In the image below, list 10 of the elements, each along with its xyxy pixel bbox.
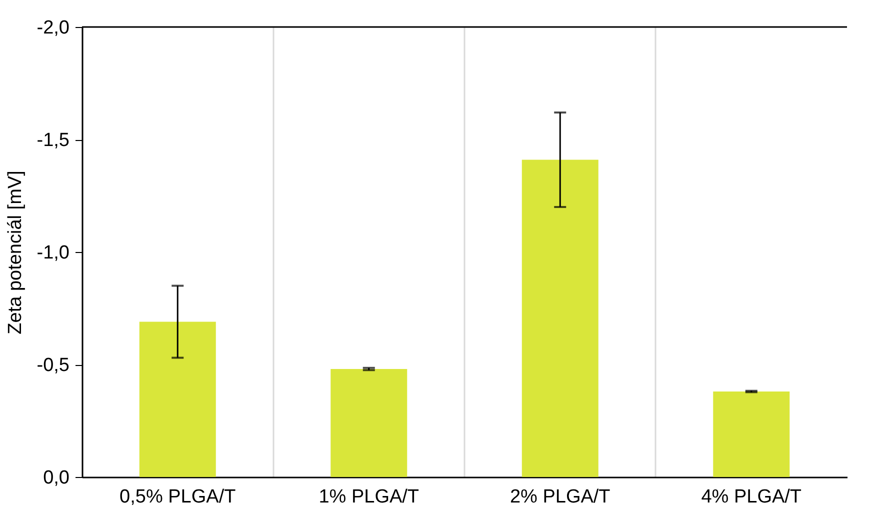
y-tick-label: -0,5 <box>36 355 70 376</box>
x-tick-label: 2% PLGA/T <box>510 486 611 508</box>
y-tick-label: 0,0 <box>43 468 70 488</box>
x-tick-label: 0,5% PLGA/T <box>120 486 236 508</box>
y-tick-label: -1,0 <box>36 242 70 264</box>
y-tick-label: -1,5 <box>36 130 70 151</box>
y-axis-title: Zeta potenciál [mV] <box>4 170 26 334</box>
x-tick-label: 4% PLGA/T <box>701 486 802 508</box>
y-tick-label: -2,0 <box>36 18 70 38</box>
x-tick-label: 1% PLGA/T <box>318 486 420 508</box>
